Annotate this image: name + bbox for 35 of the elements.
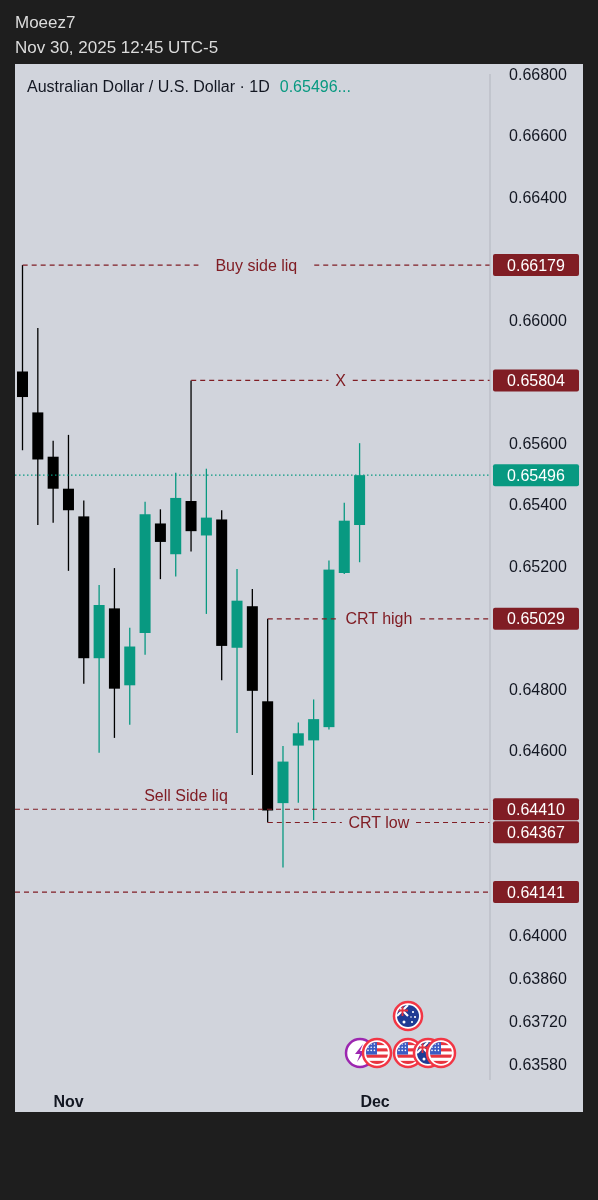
y-tick-label: 0.63580	[509, 1056, 568, 1074]
ref-line-label: X	[335, 371, 347, 389]
candlestick	[292, 721, 304, 804]
ref-line-label: Buy side liq	[215, 256, 298, 274]
text: 0.66179	[507, 256, 566, 274]
y-tick-label: 0.63860	[509, 969, 568, 987]
ref-line-label: Sell Side liq	[144, 786, 228, 804]
text: 0.65804	[507, 371, 566, 389]
y-tick-label: 0.66400	[509, 188, 568, 206]
text: Nov 30, 2025 12:45 UTC-5	[15, 37, 219, 59]
text: Moeez7	[15, 12, 77, 34]
x-tick-label: Nov	[53, 1092, 84, 1110]
y-tick-label: 0.66000	[509, 311, 568, 329]
chart-title: Australian Dollar / U.S. Dollar · 1D	[27, 77, 270, 97]
chart-subtitle: 0.65496...	[279, 77, 351, 97]
candlestick	[308, 698, 320, 821]
y-tick-label: 0.64600	[509, 742, 568, 760]
ref-line-label: CRT high	[345, 610, 413, 628]
text: 0.65496	[507, 466, 566, 484]
text: 0.64410	[507, 800, 566, 818]
text: 0.64141	[507, 883, 566, 901]
y-tick-label: 0.63720	[509, 1013, 568, 1031]
candlestick	[62, 434, 74, 572]
x-tick-label: Dec	[360, 1092, 390, 1110]
y-tick-label: 0.65400	[509, 496, 568, 514]
candlestick	[154, 508, 166, 580]
y-tick-label: 0.65200	[509, 557, 568, 575]
y-tick-label: 0.66600	[509, 127, 568, 145]
text: 0.64367	[507, 823, 566, 841]
y-tick-label: 0.65600	[509, 434, 568, 452]
text: 0.65029	[507, 610, 566, 628]
y-tick-label: 0.66800	[509, 65, 568, 83]
y-tick-label: 0.64800	[509, 680, 568, 698]
ref-line-label: CRT low	[348, 814, 410, 831]
y-tick-label: 0.64000	[509, 926, 568, 944]
